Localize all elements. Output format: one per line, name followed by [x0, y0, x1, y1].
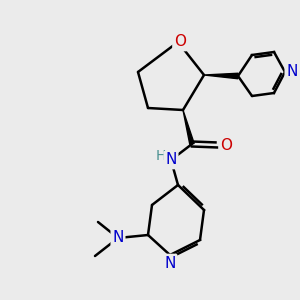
- Text: O: O: [220, 137, 232, 152]
- Text: N: N: [165, 152, 177, 167]
- Text: H: H: [156, 149, 166, 163]
- Text: N: N: [164, 256, 176, 271]
- Polygon shape: [204, 73, 238, 79]
- Text: N: N: [286, 64, 298, 80]
- Text: O: O: [174, 34, 186, 50]
- Polygon shape: [183, 110, 194, 145]
- Text: N: N: [112, 230, 124, 245]
